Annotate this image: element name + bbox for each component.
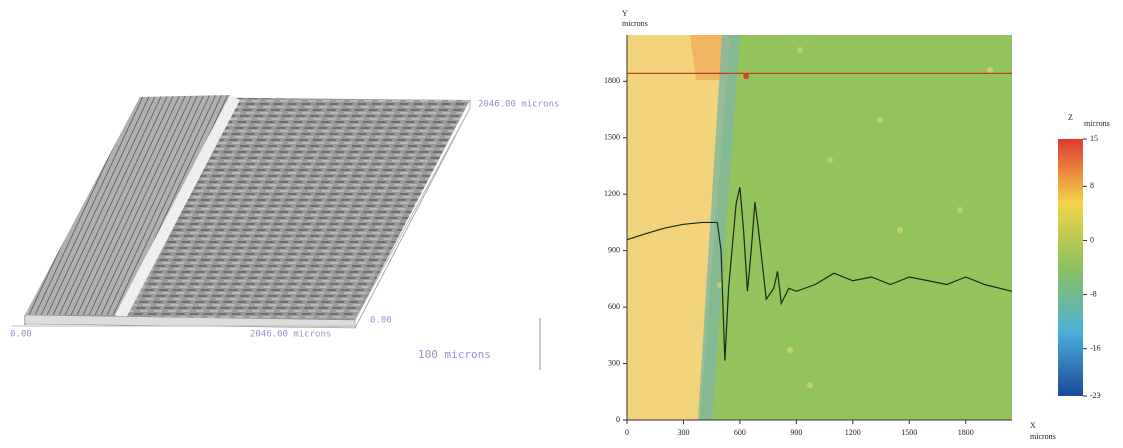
x-tick-label: 0 [625,428,629,437]
x-tick-label: 1800 [958,428,974,437]
colorbar [1058,139,1083,396]
x-tick-label: 1200 [845,428,861,437]
y-tick-label: 1500 [604,133,620,142]
colorbar-unit: microns [1084,119,1110,128]
y-tick-label: 900 [608,245,620,254]
label: 0.00 [370,316,392,326]
surface-3d: 2046.00 microns 0.00 2046.00 microns 0.0… [10,95,559,370]
speckle [743,73,749,79]
y-tick-label: 0 [616,415,620,424]
colorbar-tick-label: 15 [1090,134,1098,143]
colorbar-title: Z [1068,113,1073,122]
speckle [827,157,833,163]
y-tick-label: 1200 [604,189,620,198]
ridge-edge [115,95,240,320]
speckle [897,227,903,233]
speckle [877,117,883,123]
x-tick-label: 600 [734,428,746,437]
colorbar-tick-label: 8 [1090,181,1094,190]
axis-name: X [1030,421,1036,430]
speckle [787,347,793,353]
speckle [957,207,963,213]
axis-label: microns [1030,432,1056,441]
profile-line [626,187,1013,361]
label: 2046.00 microns [250,330,331,340]
colorbar-tick-label: -23 [1090,391,1101,400]
axis-label: microns [622,19,648,28]
speckle [797,47,803,53]
y-tick-label: 1800 [604,76,620,85]
axis-line [354,107,471,321]
axis-name: Y [622,9,628,18]
y-tick-label: 300 [608,358,620,367]
height-map: Y microns X microns Z microns [622,9,1110,441]
scale-label: 100 microns [418,348,491,361]
speckle [807,382,813,388]
colorbar-tick-label: -8 [1090,289,1097,298]
y-tick-label: 600 [608,302,620,311]
label: 0.00 [10,330,32,340]
label: 2046.00 microns [478,100,559,110]
x-tick-label: 300 [677,428,689,437]
speckle [987,67,993,73]
speckle [717,282,723,288]
colorbar-tick-label: 0 [1090,235,1094,244]
x-tick-label: 1500 [901,428,917,437]
ridge [25,95,230,315]
map-edge [698,35,740,420]
colorbar-tick-label: -16 [1090,343,1101,352]
x-tick-label: 900 [790,428,802,437]
